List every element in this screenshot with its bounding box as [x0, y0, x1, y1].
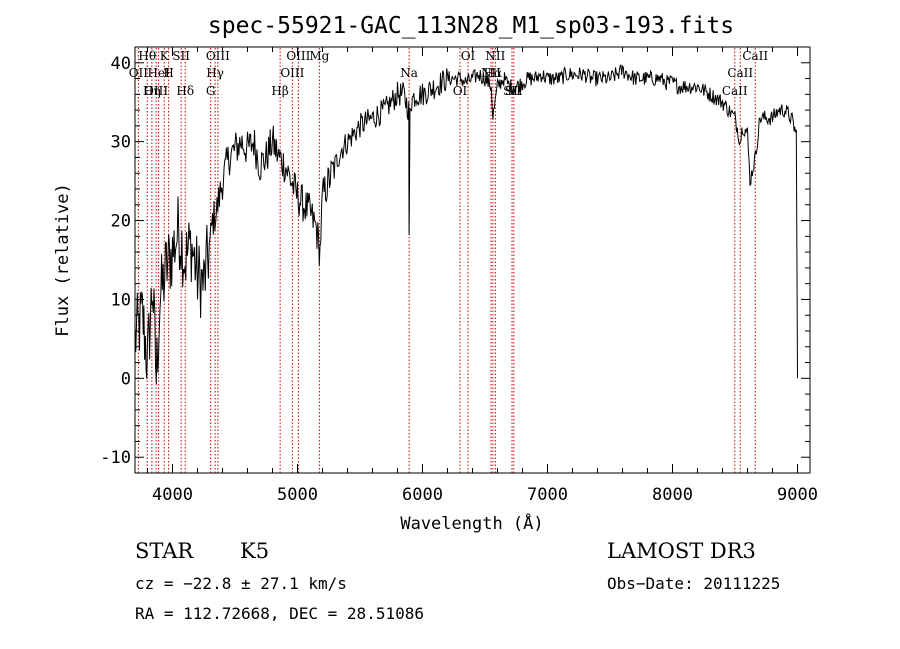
line-label: NII	[485, 49, 505, 63]
line-label: CaII	[742, 49, 768, 63]
y-tick-label: 20	[111, 212, 131, 232]
plot-frame	[134, 46, 811, 474]
line-label: OIII	[280, 66, 304, 80]
survey-name: LAMOST DR3	[607, 539, 756, 563]
line-label: OI	[453, 84, 468, 98]
coordinates-readout: RA = 112.72668, DEC = 28.51086	[135, 604, 424, 623]
chart-title: spec-55921-GAC_113N28_M1_sp03-193.fits	[208, 13, 734, 39]
x-tick-label: 6000	[402, 485, 443, 505]
y-tick-label: 40	[111, 54, 131, 74]
line-label: Hδ	[176, 84, 194, 98]
object-class: STAR	[135, 539, 194, 563]
line-label: SII	[172, 49, 190, 63]
line-label: OIII	[286, 49, 310, 63]
x-tick-label: 5000	[277, 485, 318, 505]
y-axis-label: Flux (relative)	[53, 183, 73, 337]
x-tick-label: 4000	[152, 485, 193, 505]
y-tick-label: 10	[111, 290, 131, 310]
x-axis-label: Wavelength (Å)	[400, 512, 543, 534]
redshift-readout: cz = −22.8 ± 27.1 km/s	[135, 574, 347, 593]
x-tick-label: 9000	[777, 485, 818, 505]
line-label: Mg	[309, 49, 329, 63]
object-subclass: K5	[240, 539, 269, 563]
line-label: H	[163, 66, 173, 80]
line-label: OIII	[206, 49, 230, 63]
line-label: OIII	[144, 84, 168, 98]
line-label: HeI	[147, 66, 170, 80]
y-tick-label: 0	[121, 369, 131, 389]
line-label: Hη	[143, 84, 161, 98]
y-axis: -10 0 10 20 30 40	[100, 46, 810, 468]
spectral-line-labels: Hθ OII OIII K HeI Hη SII HHδ OIII Hγ G OIII OIII Hβ Mg…	[129, 49, 769, 98]
line-label: SII	[503, 84, 521, 98]
y-tick-label: -10	[100, 448, 131, 468]
x-tick-label: 7000	[527, 485, 568, 505]
line-label: K	[160, 49, 170, 63]
line-label: OII	[129, 66, 149, 80]
observation-date: Obs−Date: 20111225	[607, 574, 780, 593]
y-tick-label: 30	[111, 133, 131, 153]
line-label: Hγ	[206, 66, 224, 80]
spectral-line-markers	[137, 48, 756, 473]
line-label: OI	[461, 49, 476, 63]
line-label: Na	[400, 66, 418, 80]
line-label: G	[206, 84, 216, 98]
x-axis: 4000 5000 6000 7000 8000 9000	[147, 47, 818, 505]
x-tick-label: 8000	[652, 485, 693, 505]
line-label: Hβ	[271, 84, 288, 98]
line-label: Hα	[484, 66, 503, 80]
line-label: CaII	[722, 84, 748, 98]
line-label: CaII	[727, 66, 753, 80]
line-label: Hθ	[138, 49, 156, 63]
series-line-spectrum	[134, 64, 798, 385]
